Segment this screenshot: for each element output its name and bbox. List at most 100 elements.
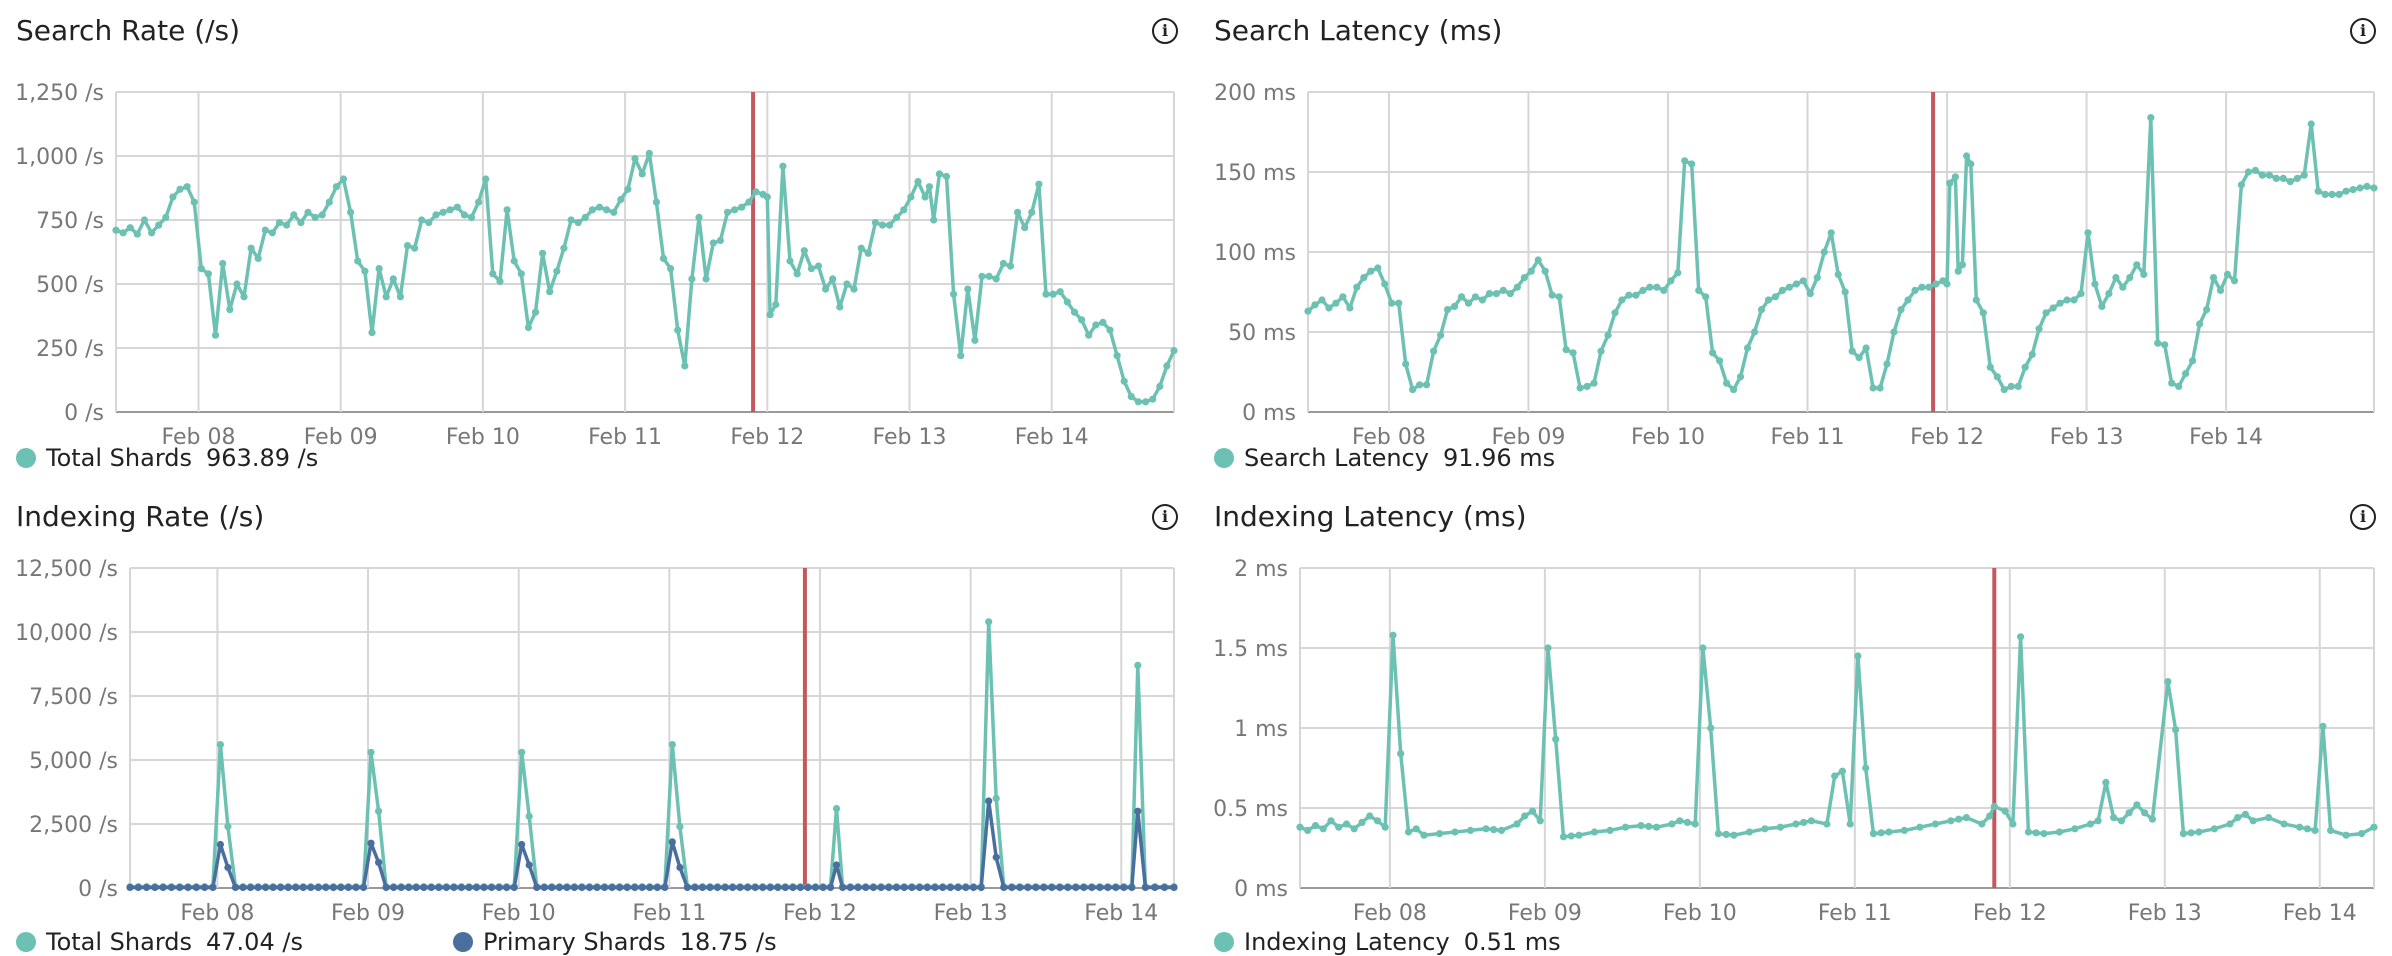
data-point <box>1918 283 1926 291</box>
data-point <box>2000 386 2008 394</box>
data-point <box>2209 274 2218 282</box>
data-point <box>224 823 232 831</box>
data-point <box>1548 291 1556 299</box>
data-point <box>1699 644 1707 652</box>
data-point <box>985 618 993 626</box>
legend-label: Search Latency <box>1244 444 1429 472</box>
data-point <box>1451 828 1459 836</box>
data-point <box>745 198 753 206</box>
info-circle-icon[interactable]: i <box>2350 504 2376 530</box>
data-point <box>446 206 454 214</box>
data-point <box>2272 174 2280 182</box>
data-point <box>465 883 473 892</box>
data-point <box>877 883 885 892</box>
data-point <box>1080 883 1088 892</box>
data-point <box>1555 293 1563 301</box>
data-point <box>2110 814 2118 822</box>
legend-item[interactable]: Indexing Latency 0.51 ms <box>1214 928 1561 956</box>
data-point <box>1327 817 1335 825</box>
data-point <box>1604 331 1612 339</box>
data-point <box>1006 262 1015 270</box>
data-point <box>1943 280 1951 288</box>
data-point <box>1120 377 1128 385</box>
data-point <box>1367 267 1375 275</box>
y-tick-label: 10,000 /s <box>15 621 118 646</box>
data-point <box>1854 652 1862 660</box>
data-point <box>659 254 668 262</box>
data-point <box>2049 304 2057 312</box>
data-point <box>533 883 541 892</box>
data-point <box>2327 826 2335 834</box>
legend-swatch <box>1214 448 1234 468</box>
data-point <box>695 213 703 221</box>
data-point <box>2234 814 2242 822</box>
info-circle-icon[interactable]: i <box>2350 18 2376 44</box>
data-point <box>1869 830 1877 838</box>
data-point <box>233 280 241 288</box>
legend-item[interactable]: Total Shards 963.89 /s <box>16 444 318 472</box>
data-point <box>2249 817 2257 825</box>
data-point <box>1156 382 1164 390</box>
data-point <box>1104 883 1112 892</box>
data-point <box>2001 807 2009 815</box>
data-point <box>418 216 426 224</box>
data-point <box>1590 828 1599 836</box>
info-circle-icon[interactable]: i <box>1152 504 1178 530</box>
data-point <box>1311 301 1319 309</box>
data-point <box>638 883 646 892</box>
legend: Indexing Latency 0.51 ms <box>1214 928 1711 956</box>
data-point <box>1437 331 1445 339</box>
data-point <box>1862 764 1870 772</box>
data-point <box>616 883 624 892</box>
data-point <box>1951 173 1959 181</box>
data-point <box>1714 830 1722 838</box>
data-point <box>585 883 594 892</box>
data-point <box>950 290 958 298</box>
data-point <box>1404 828 1413 836</box>
data-point <box>1373 817 1382 825</box>
data-point <box>1471 293 1479 301</box>
data-point <box>240 293 248 301</box>
data-point <box>367 748 375 756</box>
data-point <box>1660 286 1668 294</box>
data-point <box>2007 382 2015 390</box>
data-point <box>204 270 212 278</box>
data-point <box>1978 820 1986 828</box>
data-point <box>367 839 375 847</box>
data-point <box>216 840 224 849</box>
data-point <box>1877 829 1885 837</box>
data-point <box>442 883 450 892</box>
panel-title: Indexing Rate (/s) <box>16 500 265 533</box>
data-point <box>1932 280 1940 288</box>
data-point <box>1800 818 1808 826</box>
data-point <box>1304 826 1312 834</box>
y-tick-label: 1,250 /s <box>15 81 104 106</box>
info-circle-icon[interactable]: i <box>1152 18 1178 44</box>
series-line <box>1306 115 2375 392</box>
grid <box>1307 91 2375 413</box>
data-point <box>751 883 759 892</box>
data-point <box>1645 822 1653 830</box>
data-point <box>151 883 159 892</box>
legend-value: 91.96 ms <box>1442 444 1556 472</box>
data-point <box>2280 820 2288 828</box>
data-point <box>1381 280 1389 288</box>
data-point <box>570 883 579 892</box>
data-point <box>539 249 547 257</box>
data-point <box>1652 823 1661 831</box>
legend-item[interactable]: Primary Shards 18.75 /s <box>452 928 777 956</box>
y-tick-label: 200 ms <box>1214 81 1296 106</box>
data-point <box>1163 362 1171 370</box>
data-point <box>517 270 525 278</box>
data-point <box>1986 812 1994 820</box>
data-point <box>779 162 787 170</box>
data-point <box>646 883 654 892</box>
data-point <box>2293 174 2301 182</box>
data-point <box>731 206 739 214</box>
data-point <box>1831 772 1839 780</box>
data-point <box>2307 120 2315 128</box>
legend-item[interactable]: Search Latency 91.96 ms <box>1214 444 1555 472</box>
data-point <box>546 288 554 296</box>
legend-item[interactable]: Total Shards 47.04 /s <box>16 928 303 956</box>
data-point <box>403 242 412 250</box>
